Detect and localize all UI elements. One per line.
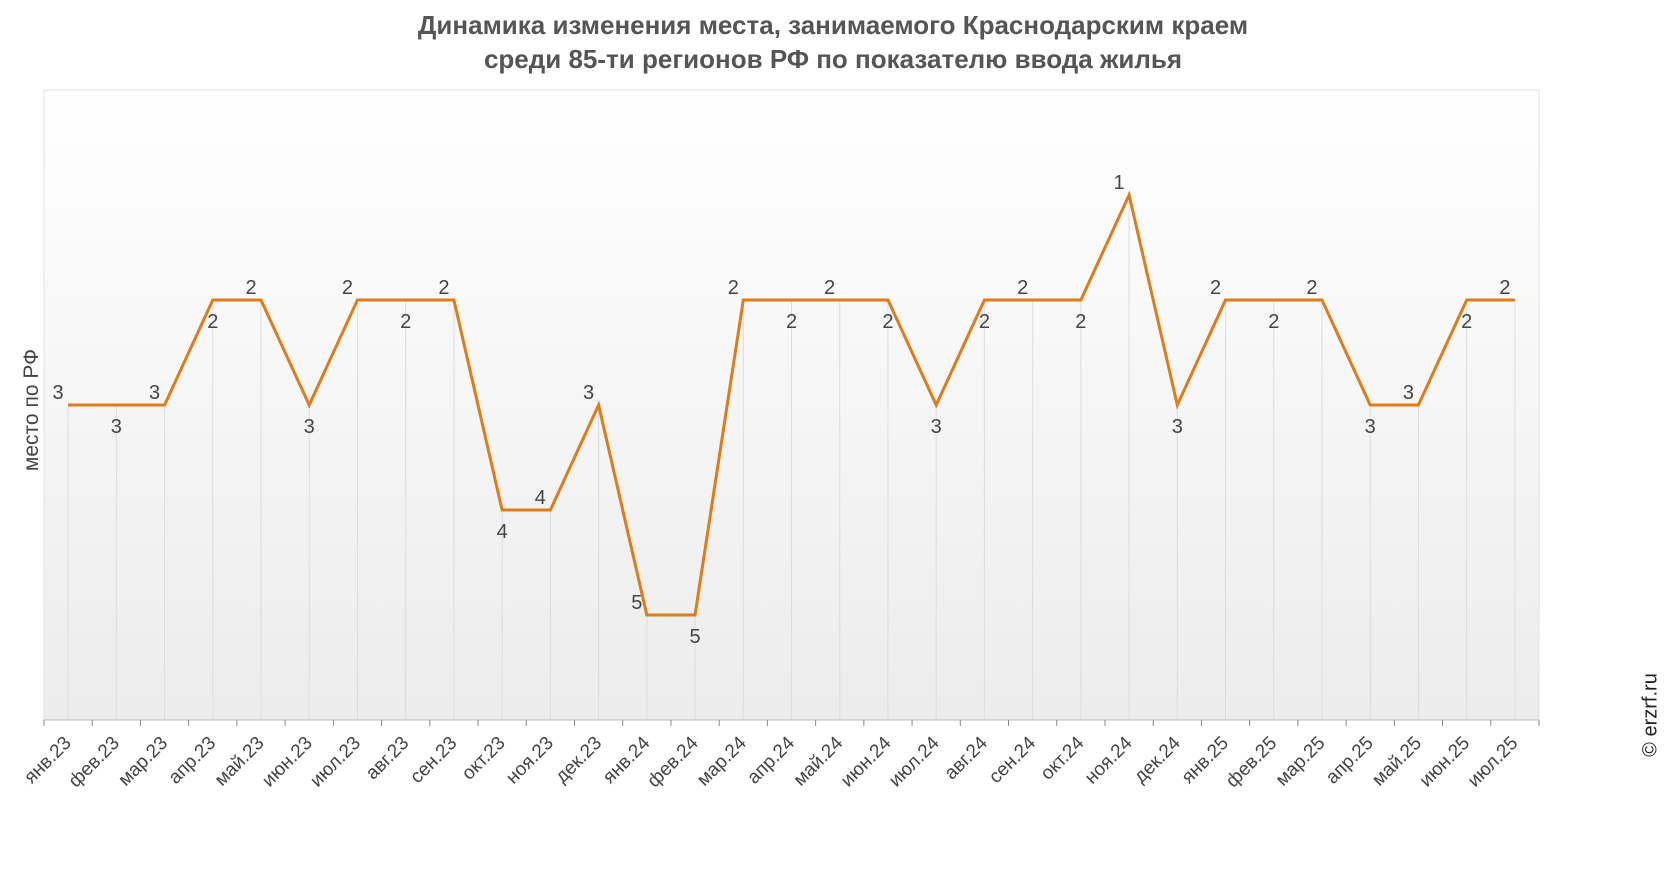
x-tick-label: май.25 (1368, 733, 1426, 791)
data-label: 3 (1403, 382, 1414, 404)
x-tick-label: окт.24 (1037, 732, 1089, 784)
x-tick-label: фев.24 (643, 732, 702, 791)
data-label: 2 (400, 311, 411, 333)
chart-title-line-1: Динамика изменения места, занимаемого Кр… (417, 10, 1249, 40)
data-label: 3 (583, 382, 594, 404)
data-label: 3 (304, 416, 315, 438)
x-tick-label: июн.25 (1416, 733, 1475, 792)
chart-title-line-2: среди 85-ти регионов РФ по показателю вв… (483, 44, 1183, 74)
gridlines (67, 195, 1516, 720)
data-label: 3 (53, 382, 64, 404)
x-tick-label: сен.23 (406, 733, 461, 788)
x-axis: янв.23фев.23мар.23апр.23май.23июн.23июл.… (20, 719, 1540, 792)
x-tick-label: апр.23 (165, 733, 221, 789)
x-tick-label: дек.24 (1130, 732, 1185, 787)
x-tick-label: июл.25 (1464, 733, 1523, 792)
x-tick-label: фев.23 (65, 733, 124, 792)
x-tick-label: июн.23 (258, 733, 317, 792)
data-label: 5 (631, 592, 642, 614)
data-label: 2 (1461, 311, 1472, 333)
data-label: 2 (824, 277, 835, 299)
data-label: 2 (342, 277, 353, 299)
x-tick-label: июн.24 (837, 732, 896, 791)
data-label: 2 (1210, 277, 1221, 299)
data-label: 2 (786, 311, 797, 333)
data-label: 2 (1075, 311, 1086, 333)
data-label: 2 (1499, 277, 1510, 299)
x-tick-label: ноя.24 (1081, 732, 1137, 788)
x-tick-label: сен.24 (985, 732, 1040, 787)
data-label: 2 (245, 277, 256, 299)
data-label: 3 (1365, 416, 1376, 438)
x-tick-label: июл.24 (885, 732, 944, 791)
x-tick-label: дек.23 (551, 733, 606, 788)
x-tick-label: июл.23 (306, 733, 365, 792)
data-label: 2 (1306, 277, 1317, 299)
data-label: 3 (111, 416, 122, 438)
data-label: 3 (931, 416, 942, 438)
data-label: 2 (882, 311, 893, 333)
x-tick-label: ноя.23 (502, 733, 558, 789)
x-tick-label: апр.24 (743, 732, 799, 788)
x-tick-label: май.24 (790, 732, 848, 790)
data-label: 2 (1268, 311, 1279, 333)
series-line (68, 190, 1515, 617)
data-labels: 3 3 3 2 2 3 2 2 2 4 4 3 5 5 2 2 2 2 3 2 2 2 1 3 2 2 2 3 3 2 2 (53, 172, 1511, 648)
data-label: 4 (497, 521, 508, 543)
x-tick-label: мар.24 (693, 732, 751, 790)
data-label: 3 (149, 382, 160, 404)
data-label: 2 (438, 277, 449, 299)
data-label: 4 (535, 487, 546, 509)
x-tick-label: мар.25 (1272, 733, 1330, 791)
data-label: 1 (1114, 172, 1125, 194)
data-label: 2 (207, 311, 218, 333)
data-label: 2 (728, 277, 739, 299)
x-tick-label: фев.25 (1222, 733, 1281, 792)
data-label: 3 (1172, 416, 1183, 438)
x-tick-label: авг.23 (362, 733, 413, 784)
x-tick-label: апр.25 (1322, 733, 1378, 789)
series-line-group (68, 190, 1515, 617)
x-tick-label: авг.24 (941, 732, 993, 784)
x-tick-label: окт.23 (458, 733, 510, 785)
x-tick-label: мар.23 (114, 733, 172, 791)
x-tick-label: май.23 (211, 733, 269, 791)
data-label: 2 (1017, 277, 1028, 299)
data-label: 2 (979, 311, 990, 333)
data-label: 5 (689, 626, 700, 648)
